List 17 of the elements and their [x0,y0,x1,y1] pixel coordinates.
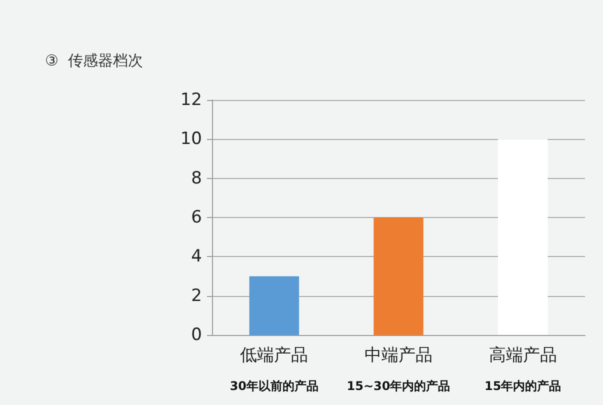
y-tick-label: 8 [191,168,202,188]
y-tick-label: 2 [191,286,202,306]
chart-title: ③ 传感器档次 [45,52,143,70]
y-tick-label: 12 [180,90,202,110]
text: 30年以前的产品 [230,379,319,393]
bar [498,139,548,335]
x-tick-label: 低端产品 [240,346,308,366]
y-tick-label: 10 [180,129,202,150]
y-tick-label: 6 [191,208,202,228]
text: 15~30年内的产品 [346,379,450,393]
bar [249,276,300,335]
y-tick-label: 4 [191,246,202,267]
bar [374,218,424,335]
y-tick-label: 0 [191,325,202,345]
x-tick-label: 中端产品 [364,346,432,366]
x-tick-label: 高端产品 [488,346,557,366]
text: 15年内的产品 [484,379,562,393]
